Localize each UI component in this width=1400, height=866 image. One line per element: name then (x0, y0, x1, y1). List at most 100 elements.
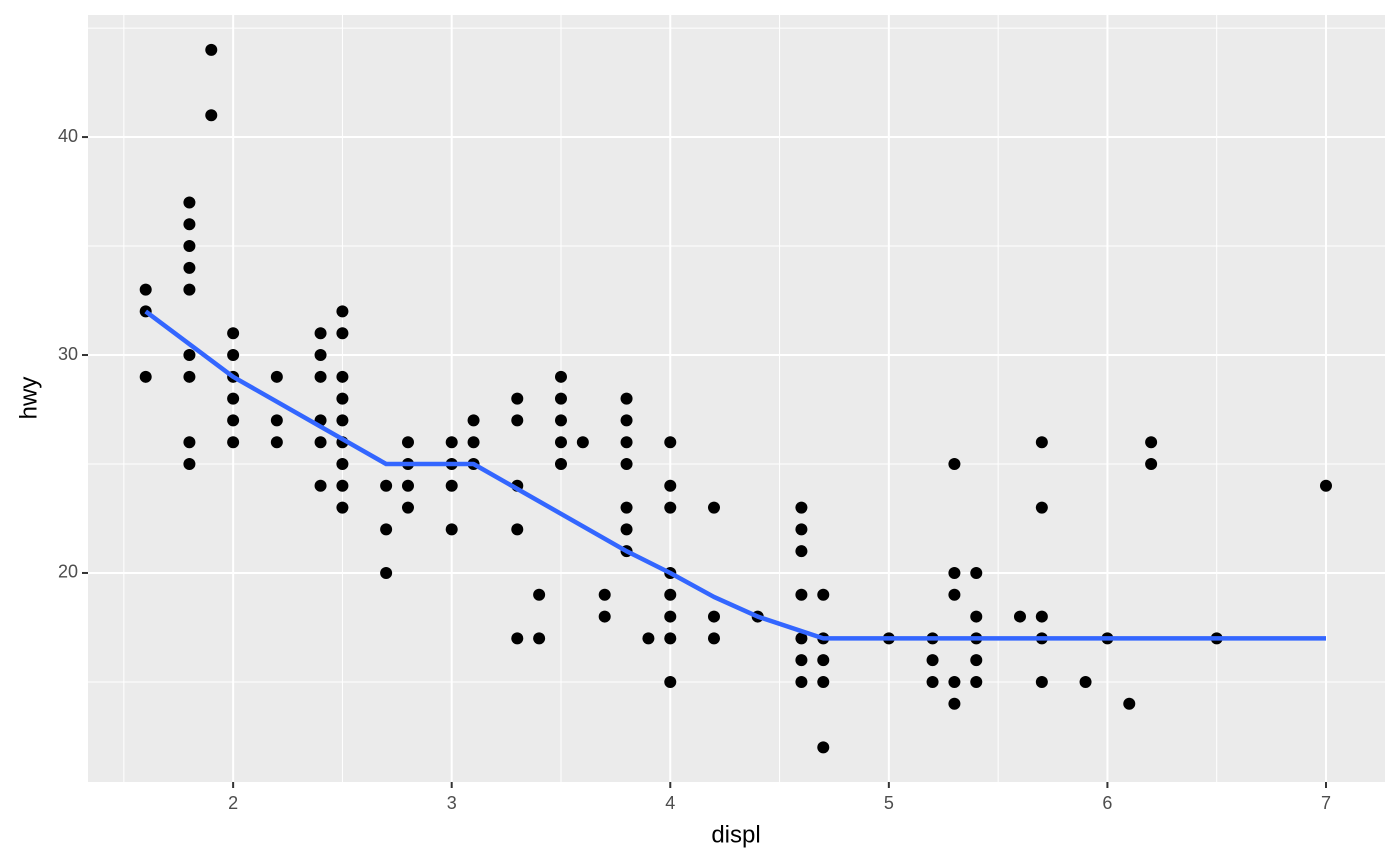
panel (88, 15, 1385, 782)
point (467, 414, 480, 427)
point (970, 610, 983, 623)
x-tick-label: 5 (884, 793, 894, 813)
point (554, 370, 567, 383)
point (795, 501, 808, 514)
point (183, 370, 196, 383)
point (336, 479, 349, 492)
point (314, 479, 327, 492)
point (664, 632, 677, 645)
y-tick-label: 30 (58, 344, 78, 364)
point (183, 283, 196, 296)
point (227, 436, 240, 449)
point (336, 501, 349, 514)
point (817, 588, 830, 601)
point (1013, 610, 1026, 623)
point (554, 414, 567, 427)
point (795, 523, 808, 536)
point (1035, 501, 1048, 514)
point (817, 741, 830, 754)
point (511, 392, 524, 405)
y-tick-label: 20 (58, 562, 78, 582)
point (554, 457, 567, 470)
point (401, 501, 414, 514)
point (664, 675, 677, 688)
point (707, 632, 720, 645)
point (948, 697, 961, 710)
point (576, 436, 589, 449)
point (948, 675, 961, 688)
point (511, 632, 524, 645)
point (380, 566, 393, 579)
y-tick-label: 40 (58, 126, 78, 146)
point (183, 457, 196, 470)
point (205, 43, 218, 56)
point (926, 654, 939, 667)
point (795, 654, 808, 667)
point (467, 436, 480, 449)
x-tick-label: 7 (1321, 793, 1331, 813)
point (336, 370, 349, 383)
point (620, 392, 633, 405)
point (380, 479, 393, 492)
point (401, 479, 414, 492)
point (707, 501, 720, 514)
point (620, 436, 633, 449)
point (1319, 479, 1332, 492)
point (314, 327, 327, 340)
point (554, 392, 567, 405)
point (598, 610, 611, 623)
point (336, 327, 349, 340)
point (336, 392, 349, 405)
point (948, 457, 961, 470)
point (598, 588, 611, 601)
point (183, 196, 196, 209)
point (270, 414, 283, 427)
point (948, 566, 961, 579)
point (183, 218, 196, 231)
point (1035, 436, 1048, 449)
point (533, 632, 546, 645)
point (664, 588, 677, 601)
point (620, 457, 633, 470)
point (620, 501, 633, 514)
point (183, 349, 196, 362)
point (1079, 675, 1092, 688)
point (227, 349, 240, 362)
point (795, 632, 808, 645)
point (227, 414, 240, 427)
point (620, 523, 633, 536)
point (795, 545, 808, 558)
point (270, 370, 283, 383)
point (664, 501, 677, 514)
y-axis-title: hwy (15, 377, 42, 420)
point (533, 588, 546, 601)
point (707, 610, 720, 623)
point (183, 240, 196, 253)
point (948, 588, 961, 601)
point (1145, 457, 1158, 470)
point (926, 675, 939, 688)
point (664, 479, 677, 492)
point (1123, 697, 1136, 710)
point (511, 523, 524, 536)
point (336, 457, 349, 470)
point (314, 436, 327, 449)
point (1035, 610, 1048, 623)
point (970, 566, 983, 579)
point (445, 479, 458, 492)
x-tick-label: 6 (1102, 793, 1112, 813)
point (817, 654, 830, 667)
point (795, 675, 808, 688)
point (205, 109, 218, 122)
point (554, 436, 567, 449)
point (336, 414, 349, 427)
point (445, 523, 458, 536)
point (970, 654, 983, 667)
point (970, 675, 983, 688)
point (227, 392, 240, 405)
point (270, 436, 283, 449)
point (183, 261, 196, 274)
x-tick-label: 3 (447, 793, 457, 813)
